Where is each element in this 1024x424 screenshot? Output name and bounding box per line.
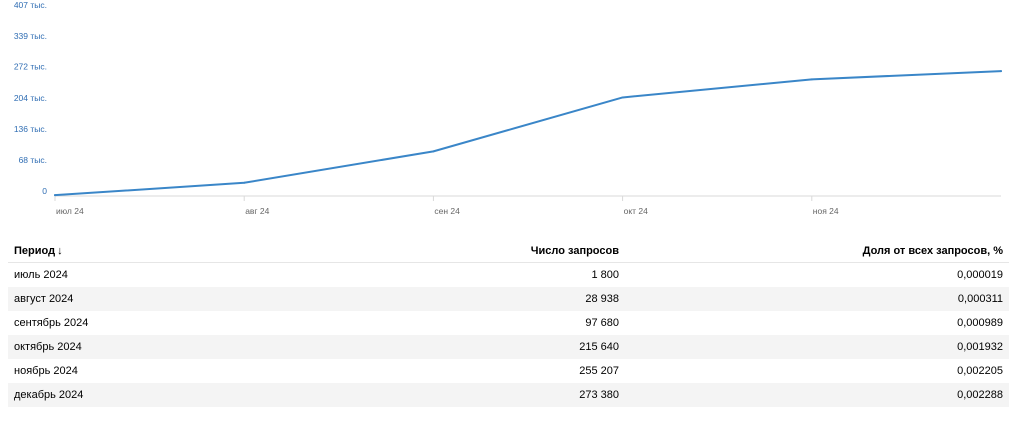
column-header-period-label: Период <box>14 244 56 257</box>
cell-period: август 2024 <box>14 293 74 305</box>
column-header-period[interactable]: Период ↓ <box>8 239 373 263</box>
table-header-row: Период ↓ Число запросов Доля от всех зап… <box>8 239 1009 263</box>
series-line <box>54 70 1002 197</box>
x-tick-label: ноя 24 <box>813 206 839 216</box>
data-point <box>810 78 813 81</box>
cell-requests: 1 800 <box>591 269 619 281</box>
cell-requests: 273 380 <box>579 389 619 401</box>
x-tick-label: авг 24 <box>245 206 269 216</box>
data-point <box>243 181 246 184</box>
table-row: ноябрь 2024 255 207 0,002205 <box>8 359 1009 383</box>
data-points <box>54 70 1002 197</box>
column-header-requests-label: Число запросов <box>530 244 619 257</box>
cell-requests: 255 207 <box>579 365 619 377</box>
column-header-share[interactable]: Доля от всех запросов, % <box>625 239 1009 263</box>
data-point <box>621 96 624 99</box>
sort-down-arrow-icon[interactable]: ↓ <box>57 244 63 257</box>
cell-share: 0,002205 <box>957 365 1003 377</box>
y-tick-label: 204 тыс. <box>14 93 47 103</box>
column-header-requests[interactable]: Число запросов <box>373 239 625 263</box>
table-row: июль 2024 1 800 0,000019 <box>8 263 1009 288</box>
y-tick-label: 68 тыс. <box>19 155 47 165</box>
y-tick-label: 272 тыс. <box>14 62 47 72</box>
cell-period: октябрь 2024 <box>14 341 82 353</box>
y-axis: 0 68 тыс. 136 тыс. 204 тыс. 272 тыс. 339 тыс.… <box>14 0 47 196</box>
x-tick-label: сен 24 <box>434 206 460 216</box>
y-tick-label: 407 тыс. <box>14 0 47 10</box>
cell-share: 0,000019 <box>957 269 1003 281</box>
requests-table: Период ↓ Число запросов Доля от всех зап… <box>8 239 1009 407</box>
cell-period: ноябрь 2024 <box>14 365 78 377</box>
cell-requests: 97 680 <box>585 317 619 329</box>
column-header-share-label: Доля от всех запросов, % <box>862 244 1003 257</box>
cell-period: июль 2024 <box>14 269 68 281</box>
cell-share: 0,001932 <box>957 341 1003 353</box>
cell-requests: 28 938 <box>585 293 619 305</box>
cell-requests: 215 640 <box>579 341 619 353</box>
x-axis: июл 24 авг 24 сен 24 окт 24 ноя 24 <box>54 196 839 216</box>
cell-share: 0,002288 <box>957 389 1003 401</box>
requests-line-chart: 0 68 тыс. 136 тыс. 204 тыс. 272 тыс. 339 тыс.… <box>14 0 1002 216</box>
cell-period: декабрь 2024 <box>14 389 84 401</box>
cell-share: 0,000311 <box>957 293 1003 305</box>
table-row: сентябрь 2024 97 680 0,000989 <box>8 311 1009 335</box>
x-tick-label: окт 24 <box>624 206 649 216</box>
data-point <box>54 194 56 197</box>
cell-period: сентябрь 2024 <box>14 317 89 329</box>
y-tick-label: 0 <box>42 186 47 196</box>
table-row: октябрь 2024 215 640 0,001932 <box>8 335 1009 359</box>
x-tick-label: июл 24 <box>56 206 84 216</box>
y-tick-label: 136 тыс. <box>14 124 47 134</box>
cell-share: 0,000989 <box>957 317 1003 329</box>
table-row: декабрь 2024 273 380 0,002288 <box>8 383 1009 407</box>
data-point <box>1000 70 1002 73</box>
data-point <box>432 150 435 153</box>
y-tick-label: 339 тыс. <box>14 31 47 41</box>
table-row: август 2024 28 938 0,000311 <box>8 287 1009 311</box>
